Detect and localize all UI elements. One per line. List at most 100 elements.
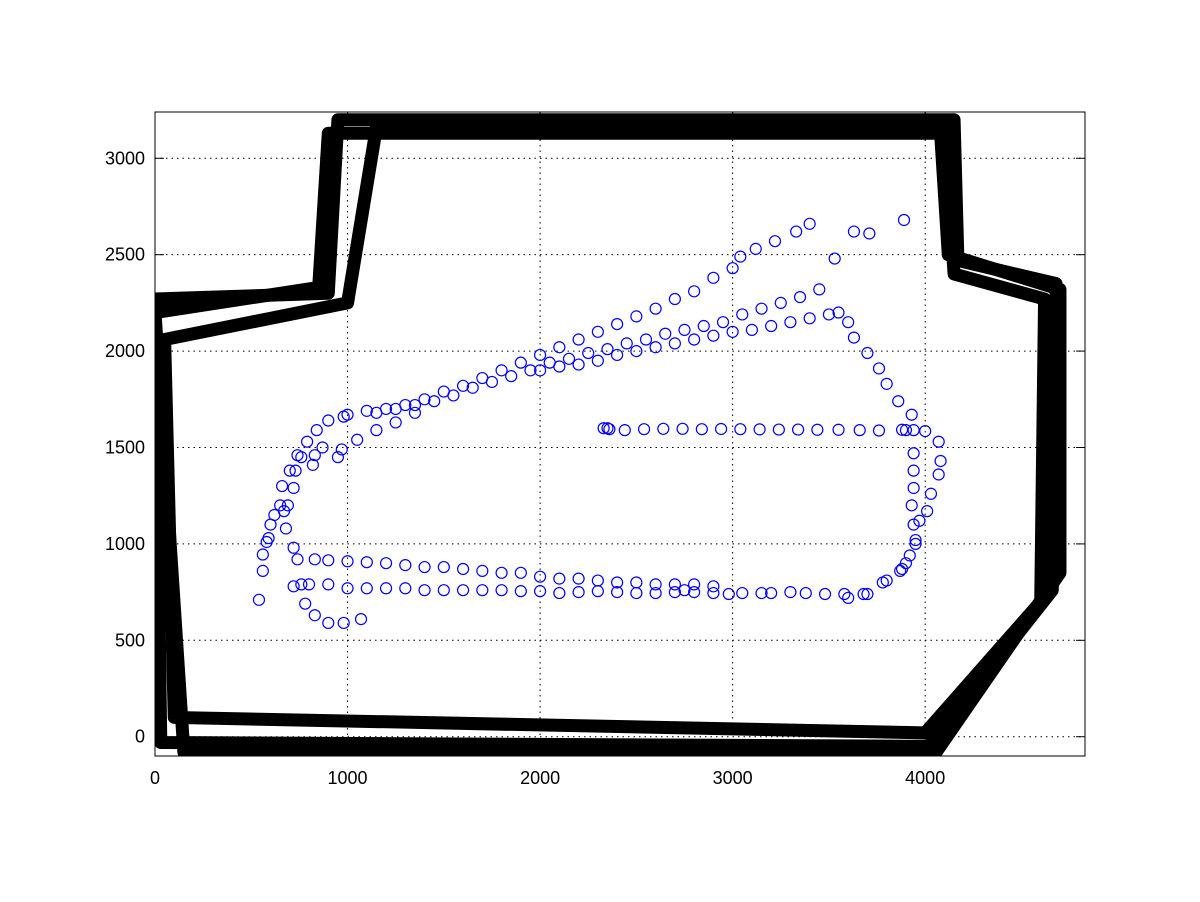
point	[755, 302, 768, 315]
point	[921, 505, 934, 518]
point	[291, 553, 304, 566]
point	[572, 333, 585, 346]
point	[514, 566, 527, 579]
point	[736, 308, 749, 321]
point	[774, 296, 787, 309]
point	[418, 584, 431, 597]
point	[828, 252, 841, 265]
point	[678, 584, 691, 597]
point	[360, 582, 373, 595]
point	[287, 541, 300, 554]
point	[456, 562, 470, 576]
y-tick-label: 1000	[105, 534, 145, 554]
point	[765, 586, 778, 600]
point	[308, 449, 321, 462]
point	[308, 553, 321, 566]
point	[765, 319, 778, 333]
point	[907, 424, 920, 437]
y-tick-label: 0	[135, 727, 145, 747]
point	[620, 337, 633, 350]
point	[847, 225, 861, 238]
point	[533, 348, 547, 362]
point	[514, 585, 527, 598]
point	[905, 408, 918, 421]
point	[553, 572, 566, 585]
point	[892, 395, 905, 408]
y-tick-label: 2500	[105, 245, 145, 265]
point	[341, 582, 354, 595]
point	[274, 499, 287, 512]
point	[899, 557, 913, 570]
point	[408, 406, 422, 419]
point	[707, 580, 720, 593]
point	[514, 356, 527, 369]
tick-labels: 0 1000 2000 3000 4000 0 500 1000 1500 2000 2500 300…	[105, 148, 945, 788]
point	[861, 346, 874, 360]
point	[354, 613, 368, 626]
point	[553, 341, 566, 354]
point	[872, 362, 886, 375]
point	[505, 370, 518, 383]
point	[919, 425, 932, 438]
point	[822, 308, 836, 321]
point	[289, 464, 302, 477]
point	[447, 389, 460, 402]
point	[322, 616, 335, 630]
point	[861, 587, 874, 601]
point	[252, 593, 266, 606]
point	[582, 346, 595, 360]
point	[813, 283, 826, 296]
point	[302, 578, 316, 591]
point	[749, 242, 762, 255]
point	[524, 364, 537, 377]
point	[688, 333, 701, 346]
point	[639, 333, 653, 346]
y-tick-label: 2000	[105, 341, 145, 361]
point	[466, 381, 479, 394]
point	[688, 578, 701, 591]
point	[649, 586, 662, 600]
point	[772, 423, 785, 436]
point	[476, 564, 489, 577]
point	[310, 424, 323, 437]
point	[379, 582, 393, 595]
point	[495, 584, 508, 597]
point	[857, 587, 870, 601]
x-tick-label: 4000	[905, 768, 945, 788]
point	[668, 337, 681, 350]
axes-frame	[154, 111, 1086, 757]
x-tick-label: 2000	[520, 768, 560, 788]
point	[611, 586, 624, 599]
point	[649, 341, 662, 354]
point	[591, 574, 604, 587]
point	[351, 433, 364, 446]
point	[784, 586, 797, 599]
point	[279, 522, 293, 535]
point	[389, 402, 402, 416]
point	[611, 348, 624, 362]
point	[283, 464, 296, 477]
point	[603, 423, 616, 436]
x-tick-label: 3000	[713, 768, 753, 788]
point	[872, 424, 886, 437]
point	[306, 458, 319, 471]
point	[668, 586, 681, 599]
point	[913, 514, 926, 527]
point	[832, 306, 845, 319]
point	[907, 464, 920, 477]
point	[736, 586, 749, 600]
point	[322, 554, 335, 567]
point	[734, 250, 747, 263]
point	[335, 443, 348, 456]
point	[678, 323, 691, 336]
point	[792, 423, 805, 436]
point	[803, 217, 816, 230]
point	[322, 414, 335, 427]
point	[838, 587, 851, 601]
point	[611, 317, 624, 331]
point	[668, 292, 681, 306]
outline-line	[158, 120, 1052, 740]
point	[799, 586, 812, 600]
point	[495, 566, 508, 579]
